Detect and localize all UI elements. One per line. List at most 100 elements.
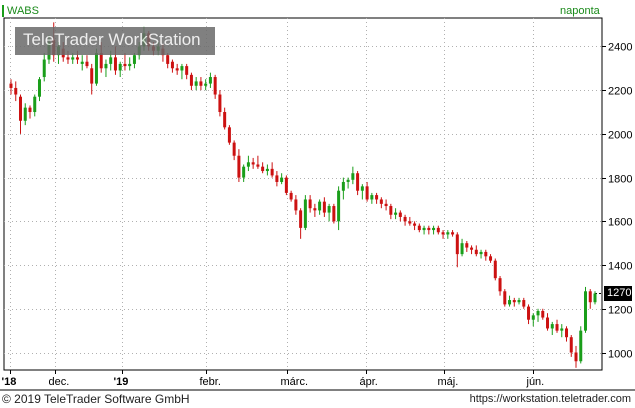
candle (541, 308, 545, 320)
candle-body (527, 306, 531, 320)
candle (204, 79, 208, 91)
candle-body (332, 206, 336, 222)
candle-body (394, 212, 398, 215)
x-axis: '18 dec. '19 febr. márc. ápr. máj. jún. (2, 370, 545, 388)
candle (346, 177, 350, 189)
candle-body (465, 243, 469, 248)
candle-body (584, 291, 588, 331)
candle-body (275, 175, 279, 182)
candle (284, 175, 288, 196)
x-tick-label: máj. (438, 376, 459, 388)
y-tick-label: 1000 (608, 349, 632, 361)
candle-body (308, 199, 312, 209)
candle-body (522, 300, 526, 307)
candle (218, 90, 222, 117)
candle (322, 197, 326, 217)
candle (474, 245, 478, 257)
candle-body (66, 57, 70, 60)
candle (389, 203, 393, 220)
candle (441, 230, 445, 239)
candle-body (23, 107, 27, 121)
candle-body (474, 249, 478, 255)
candle-body (166, 55, 170, 64)
candle-body (427, 227, 431, 231)
candle-body (132, 55, 136, 64)
candle (394, 208, 398, 220)
candle-body (327, 206, 331, 213)
candle (546, 313, 550, 331)
candle (313, 203, 317, 217)
candle-body (560, 328, 564, 331)
x-tick-label: '19 (114, 376, 129, 388)
x-tick-label: '18 (2, 376, 17, 388)
candle-body (512, 300, 516, 303)
candle-body (470, 247, 474, 250)
candle (166, 52, 170, 69)
candle-body (403, 216, 407, 222)
candle-body (294, 199, 298, 211)
candle-body (398, 212, 402, 217)
candle-body (80, 61, 84, 64)
copyright-text: © 2019 TeleTrader Software GmbH (2, 392, 190, 406)
candle-body (455, 234, 459, 255)
candle-body (33, 96, 37, 113)
candle-body (28, 107, 32, 113)
candle-body (360, 186, 364, 191)
candle (503, 289, 507, 307)
x-tick-label: dec. (49, 376, 70, 388)
candle (42, 52, 46, 82)
candle-body (451, 232, 455, 235)
candle-body (251, 162, 255, 165)
candle (194, 77, 198, 91)
candle-body (289, 192, 293, 200)
candle (175, 63, 179, 75)
watermark: TeleTrader WorkStation (15, 27, 215, 55)
candle-body (232, 142, 236, 156)
candle (118, 61, 122, 78)
candle (489, 254, 493, 263)
candle-body (384, 203, 388, 207)
candle (227, 125, 231, 145)
candle-body (546, 317, 550, 329)
candle-body (284, 177, 288, 193)
candle (275, 171, 279, 187)
y-tick-label: 1400 (608, 261, 632, 273)
candle-body (223, 112, 227, 128)
x-tick-label: jún. (526, 376, 545, 388)
candle-body (189, 74, 193, 86)
candle (23, 103, 27, 126)
y-tick-label: 2400 (608, 42, 632, 54)
candle-body (555, 324, 559, 331)
candle (527, 304, 531, 325)
candle (18, 94, 22, 134)
candle-body (541, 310, 545, 318)
candle-body (90, 68, 94, 84)
candle (360, 184, 364, 200)
y-tick-label: 2200 (608, 86, 632, 98)
candle (536, 308, 540, 322)
candle (384, 199, 388, 211)
candle (560, 324, 564, 338)
candle (555, 319, 559, 333)
candle (427, 225, 431, 235)
candle (185, 63, 189, 80)
candle-body (118, 63, 122, 71)
candle (370, 192, 374, 204)
candle-body (446, 232, 450, 235)
candle-body (460, 243, 464, 255)
candle (308, 195, 312, 213)
candle-body (208, 77, 212, 84)
candle (299, 208, 303, 239)
candle-body (99, 52, 103, 69)
candle-body (14, 87, 18, 95)
candle-body (508, 300, 512, 305)
candle (223, 107, 227, 130)
footer-url[interactable]: https://workstation.teletrader.com (469, 393, 631, 405)
candle-body (574, 352, 578, 362)
candle-body (493, 260, 497, 279)
candle (379, 197, 383, 209)
watermark-text: TeleTrader WorkStation (23, 30, 201, 49)
candle (356, 171, 360, 196)
candle (294, 195, 298, 215)
